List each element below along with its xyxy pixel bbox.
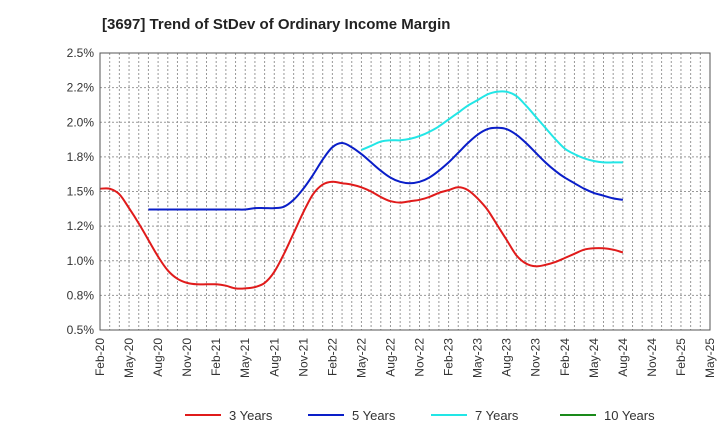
legend-label: 3 Years xyxy=(229,407,273,423)
plot-frame xyxy=(99,52,711,331)
legend-swatch xyxy=(308,414,344,416)
y-tick-label: 1.2% xyxy=(67,219,95,233)
x-tick-label: Aug-24 xyxy=(616,338,630,377)
y-tick-label: 1.5% xyxy=(67,185,95,199)
x-tick-label: Feb-22 xyxy=(325,338,339,376)
x-tick-label: Feb-24 xyxy=(558,338,572,376)
x-tick-label: Feb-21 xyxy=(209,338,223,376)
legend-item: 5 Years xyxy=(308,404,395,426)
y-tick-label: 1.8% xyxy=(67,150,95,164)
x-tick-label: Aug-22 xyxy=(383,338,397,377)
legend-swatch xyxy=(560,414,596,416)
legend-swatch xyxy=(185,414,221,416)
x-tick-label: Feb-23 xyxy=(442,338,456,376)
x-tick-label: May-24 xyxy=(587,338,601,378)
x-tick-label: May-20 xyxy=(122,338,136,378)
x-tick-label: May-21 xyxy=(238,338,252,378)
x-tick-label: May-22 xyxy=(354,338,368,378)
series-line-5-years xyxy=(148,126,624,211)
y-tick-label: 2.2% xyxy=(67,81,95,95)
legend-label: 5 Years xyxy=(352,407,396,423)
legend-item: 7 Years xyxy=(431,404,518,426)
y-tick-label: 2.0% xyxy=(67,115,95,129)
x-tick-label: May-23 xyxy=(471,338,485,378)
x-tick-label: Nov-22 xyxy=(413,338,427,377)
chart-title: [3697] Trend of StDev of Ordinary Income… xyxy=(102,16,451,33)
legend-item: 3 Years xyxy=(185,404,272,426)
x-tick-label: Aug-23 xyxy=(500,338,514,377)
y-tick-label: 1.0% xyxy=(67,254,95,268)
legend-label: 10 Years xyxy=(604,407,655,423)
x-tick-label: Nov-24 xyxy=(645,338,659,377)
x-tick-label: Nov-23 xyxy=(529,338,543,377)
x-tick-label: Feb-20 xyxy=(93,338,107,376)
series-lines xyxy=(99,90,624,290)
y-tick-label: 2.5% xyxy=(67,46,95,60)
legend-label: 7 Years xyxy=(475,407,519,423)
x-tick-label: May-25 xyxy=(703,338,717,378)
y-tick-label: 0.5% xyxy=(67,323,95,337)
grid xyxy=(99,52,711,331)
series-line-7-years xyxy=(361,90,623,164)
series-line-3-years xyxy=(99,180,624,290)
x-tick-label: Feb-25 xyxy=(674,338,688,376)
y-tick-label: 0.8% xyxy=(67,288,95,302)
y-axis-ticks: 0.5% 0.8% 1.0% 1.2% 1.5% 1.8% 2.0% 2.2% 2.5% xyxy=(67,46,95,337)
x-tick-label: Aug-20 xyxy=(151,338,165,377)
legend-swatch xyxy=(431,414,467,416)
x-axis-ticks: Feb-20 May-20 Aug-20 Nov-20 Feb-21 May-21 Aug-… xyxy=(93,338,717,378)
legend-item: 10 Years xyxy=(560,404,655,426)
x-tick-label: Nov-21 xyxy=(296,338,310,377)
legend: 3 Years 5 Years 7 Years 10 Years xyxy=(0,404,720,426)
x-tick-label: Nov-20 xyxy=(180,338,194,377)
x-tick-label: Aug-21 xyxy=(267,338,281,377)
